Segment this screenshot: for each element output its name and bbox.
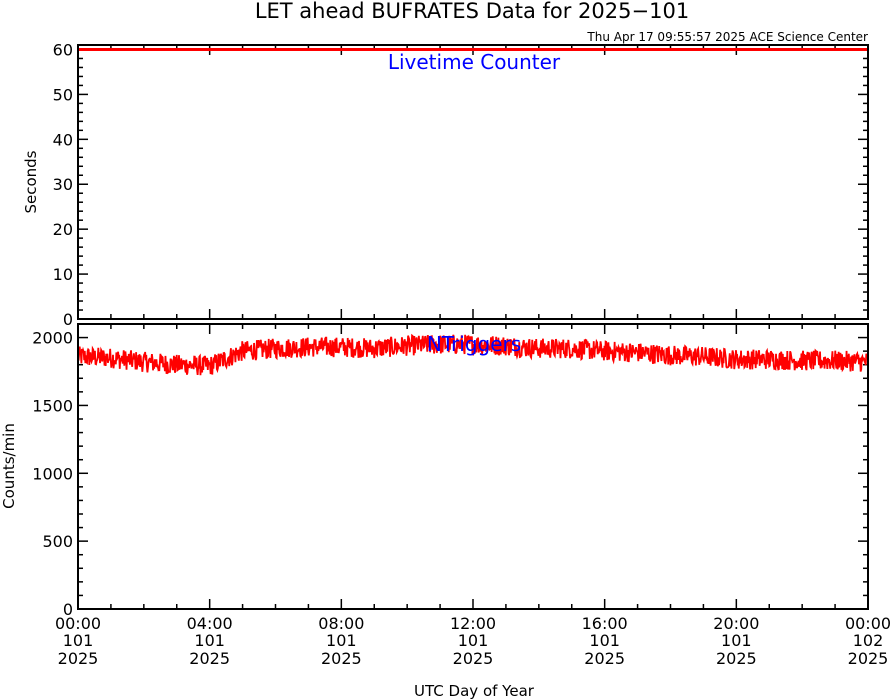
x-tick-label-time: 16:00 bbox=[582, 614, 628, 633]
y-tick-label: 500 bbox=[42, 532, 73, 551]
y-tick-label: 60 bbox=[53, 40, 73, 59]
y-tick-label: 40 bbox=[53, 130, 73, 149]
plot-frame bbox=[77, 44, 869, 320]
x-axis: 00:00101202504:00101202508:00101202512:0… bbox=[55, 614, 891, 668]
x-tick-label-doy: 101 bbox=[194, 631, 225, 650]
y-tick-label: 1500 bbox=[32, 396, 73, 415]
chart-title: LET ahead BUFRATES Data for 2025−101 bbox=[255, 0, 689, 23]
y-tick-label: 0 bbox=[63, 600, 73, 619]
x-tick-label-time: 12:00 bbox=[450, 614, 496, 633]
x-tick-label-time: 00:00 bbox=[845, 614, 891, 633]
x-tick-label-time: 04:00 bbox=[187, 614, 233, 633]
series-label: Livetime Counter bbox=[388, 50, 561, 74]
y-tick-label: 10 bbox=[53, 265, 73, 284]
x-tick-label-year: 2025 bbox=[584, 649, 625, 668]
x-tick-label-year: 2025 bbox=[848, 649, 889, 668]
x-tick-label-time: 20:00 bbox=[713, 614, 759, 633]
plot-frame bbox=[77, 323, 869, 610]
x-tick-label-time: 08:00 bbox=[318, 614, 364, 633]
x-tick-label-doy: 101 bbox=[589, 631, 620, 650]
x-tick-label-time: 00:00 bbox=[55, 614, 101, 633]
y-tick-label: 50 bbox=[53, 85, 73, 104]
x-tick-label-doy: 101 bbox=[63, 631, 94, 650]
timestamp: Thu Apr 17 09:55:57 2025 ACE Science Cen… bbox=[586, 30, 868, 44]
series-line bbox=[77, 333, 869, 376]
x-tick-label-doy: 102 bbox=[853, 631, 884, 650]
ntriggers-panel: 0 500 1000 1500 2000 NTriggers Counts/min bbox=[0, 323, 869, 619]
x-tick-label-year: 2025 bbox=[321, 649, 362, 668]
livetime-panel: 0 10 20 30 40 50 60 Livetime Counter Seconds bbox=[22, 40, 869, 329]
y-axis-label: Counts/min bbox=[0, 423, 18, 509]
x-tick-label-year: 2025 bbox=[716, 649, 757, 668]
y-tick-label: 30 bbox=[53, 175, 73, 194]
x-tick-label-doy: 101 bbox=[458, 631, 489, 650]
x-tick-label-year: 2025 bbox=[58, 649, 99, 668]
x-tick-label-doy: 101 bbox=[721, 631, 752, 650]
y-tick-label: 2000 bbox=[32, 329, 73, 348]
y-tick-label: 20 bbox=[53, 220, 73, 239]
x-tick-label-doy: 101 bbox=[326, 631, 357, 650]
y-axis-label: Seconds bbox=[22, 150, 40, 213]
x-tick-label-year: 2025 bbox=[189, 649, 230, 668]
series-label: NTriggers bbox=[427, 332, 521, 356]
x-axis-label: UTC Day of Year bbox=[414, 682, 535, 700]
y-tick-label: 0 bbox=[63, 310, 73, 329]
y-tick-label: 1000 bbox=[32, 464, 73, 483]
x-tick-label-year: 2025 bbox=[453, 649, 494, 668]
